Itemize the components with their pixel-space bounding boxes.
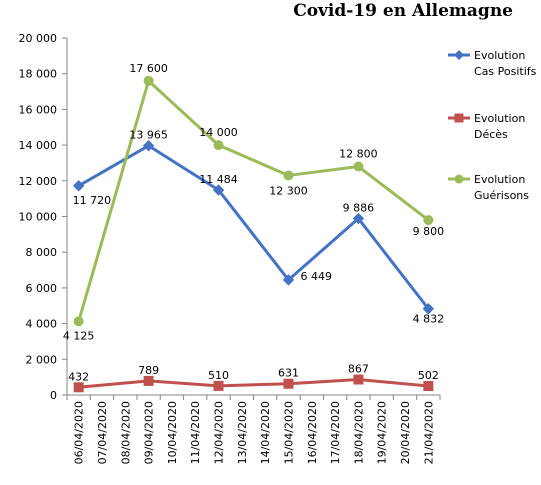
series-line-d-c-s <box>78 378 429 389</box>
x-tick-label: 16/04/2020 <box>306 401 319 464</box>
marker-d-c-s <box>423 381 434 392</box>
x-tick-label: 14/04/2020 <box>259 401 272 464</box>
marker-d-c-s <box>143 375 154 386</box>
marker-cas-positifs <box>422 303 435 315</box>
data-label-gu-risons: 12 800 <box>339 148 378 161</box>
data-label-gu-risons: 9 800 <box>413 225 445 238</box>
legend-marker-gu-risons <box>454 174 464 184</box>
x-tick-label: 12/04/2020 <box>213 401 226 464</box>
legend-label-cas-positifs: Evolution <box>474 49 525 62</box>
y-tick-label: 4 000 <box>26 318 58 331</box>
x-tick-label: 08/04/2020 <box>119 401 132 464</box>
x-tick-label: 18/04/2020 <box>352 401 365 464</box>
marker-cas-positifs <box>72 180 85 192</box>
data-label-cas-positifs: 9 886 <box>343 202 375 215</box>
data-label-cas-positifs: 6 449 <box>300 270 332 283</box>
y-tick-label: 16 000 <box>19 103 58 116</box>
marker-gu-risons <box>213 140 224 151</box>
y-tick-label: 20 000 <box>19 32 58 45</box>
legend-marker-d-c-s <box>454 113 464 123</box>
x-tick-label: 15/04/2020 <box>282 401 295 464</box>
marker-gu-risons <box>143 75 154 86</box>
data-label-cas-positifs: 11 720 <box>73 194 112 207</box>
x-tick-label: 07/04/2020 <box>96 401 109 464</box>
legend-label-cas-positifs-line2: Cas Positifs <box>474 65 537 78</box>
marker-gu-risons <box>73 316 84 327</box>
marker-d-c-s <box>213 380 224 391</box>
marker-gu-risons <box>353 161 364 172</box>
y-tick-label: 14 000 <box>19 139 58 152</box>
marker-gu-risons <box>423 215 434 226</box>
x-tick-label: 13/04/2020 <box>236 401 249 464</box>
marker-d-c-s <box>73 382 84 393</box>
legend-label-gu-risons: Evolution <box>474 173 525 186</box>
data-label-gu-risons: 14 000 <box>199 126 238 139</box>
data-label-gu-risons: 17 600 <box>129 62 168 75</box>
y-tick-label: 18 000 <box>19 68 58 81</box>
legend-label-d-c-s: Evolution <box>474 112 525 125</box>
x-tick-label: 21/04/2020 <box>422 401 435 464</box>
data-label-d-c-s: 631 <box>278 367 299 380</box>
legend-marker-cas-positifs <box>454 50 464 60</box>
data-label-cas-positifs: 11 484 <box>199 173 238 186</box>
y-tick-label: 12 000 <box>19 175 58 188</box>
marker-gu-risons <box>283 170 294 181</box>
data-labels-layer: 11 720 13 965 11 484 6 449 9 886 4 832 432 789 5… <box>63 62 444 383</box>
data-label-cas-positifs: 4 832 <box>413 313 445 326</box>
x-tick-label: 20/04/2020 <box>399 401 412 464</box>
data-label-cas-positifs: 13 965 <box>129 129 168 142</box>
y-tick-label: 10 000 <box>19 211 58 224</box>
chart-title: Covid-19 en Allemagne <box>293 1 513 21</box>
data-label-d-c-s: 510 <box>208 369 229 382</box>
x-tick-label: 11/04/2020 <box>189 401 202 464</box>
series-line-cas-positifs <box>77 144 430 310</box>
legend-label-gu-risons-line2: Guérisons <box>474 189 529 202</box>
data-label-d-c-s: 432 <box>68 370 89 383</box>
legend-label-d-c-s-line2: Décès <box>474 128 508 141</box>
y-tick-label: 0 <box>50 389 57 402</box>
marker-cas-positifs <box>352 212 365 225</box>
data-label-d-c-s: 789 <box>138 364 159 377</box>
data-label-gu-risons: 12 300 <box>269 184 308 197</box>
marker-d-c-s <box>283 378 294 389</box>
data-label-gu-risons: 4 125 <box>63 329 95 342</box>
x-tick-label: 10/04/2020 <box>166 401 179 464</box>
data-label-d-c-s: 867 <box>348 363 369 376</box>
x-tick-label: 17/04/2020 <box>329 401 342 464</box>
marker-d-c-s <box>353 374 364 385</box>
data-label-d-c-s: 502 <box>418 369 439 382</box>
series-lines-layer <box>77 79 430 389</box>
y-tick-label: 2 000 <box>26 353 58 366</box>
marker-cas-positifs <box>282 274 295 286</box>
legend: Evolution Cas Positifs Evolution Décès Evolu… <box>448 49 537 202</box>
series-line-gu-risons <box>77 79 430 322</box>
marker-cas-positifs <box>212 184 225 196</box>
x-tick-label: 06/04/2020 <box>73 401 86 464</box>
x-tick-label: 09/04/2020 <box>143 401 156 464</box>
y-tick-label: 8 000 <box>26 246 58 259</box>
marker-cas-positifs <box>142 140 155 152</box>
markers-layer <box>72 75 435 393</box>
x-tick-label: 19/04/2020 <box>376 401 389 464</box>
y-tick-label: 6 000 <box>26 282 58 295</box>
